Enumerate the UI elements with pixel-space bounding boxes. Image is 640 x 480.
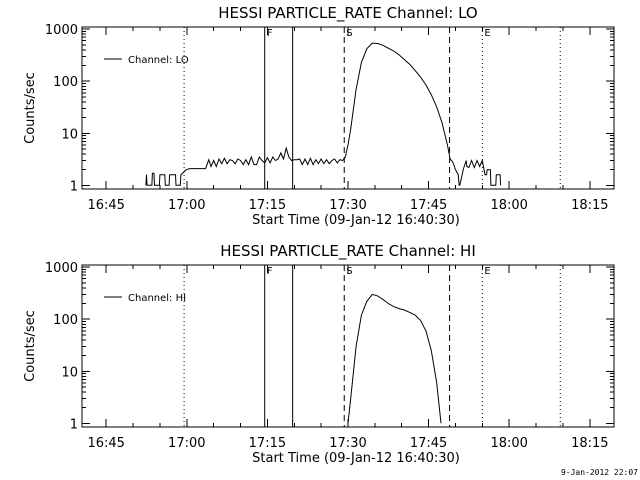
panel-2-xtick-label: 17:45 xyxy=(410,436,447,451)
panel-2-ytick-label: 10 xyxy=(61,365,78,380)
panel-1-ytick-label: 1 xyxy=(70,179,78,194)
panel-1-ylabel: Counts/sec xyxy=(23,72,38,144)
panel-2-xtick-label: 16:45 xyxy=(87,436,124,451)
panel-2-xtick-label: 18:00 xyxy=(490,436,527,451)
panel-1-xtick-label: 17:45 xyxy=(410,198,447,213)
panel-1-xtick-label: 17:00 xyxy=(168,198,205,213)
panel-2-ytick-label: 100 xyxy=(53,313,78,328)
panel-1-legend-label: Channel: LO xyxy=(128,55,189,66)
panel-1-xtick-label: 16:45 xyxy=(87,198,124,213)
panel-1-marker-label: S xyxy=(346,28,352,39)
panel-2-xtick-label: 17:00 xyxy=(168,436,205,451)
panel-2-marker-label: S xyxy=(346,266,352,277)
panel-2-series-line xyxy=(347,293,442,424)
panel-1-xtick-label: 18:00 xyxy=(490,198,527,213)
panel-1-ytick-label: 1000 xyxy=(45,23,78,38)
timestamp: 9-Jan-2012 22:07 xyxy=(561,468,638,477)
panel-2-marker-label: E xyxy=(484,266,490,277)
panel-1-xtick-label: 17:30 xyxy=(329,198,366,213)
panel-2-marker-label: F xyxy=(267,266,273,277)
panel-1-ytick-label: 10 xyxy=(61,127,78,142)
panel-1-xlabel: Start Time (09-Jan-12 16:40:30) xyxy=(252,213,460,228)
panel-2-plot-frame xyxy=(81,264,615,428)
panel-2-xlabel: Start Time (09-Jan-12 16:40:30) xyxy=(252,451,460,466)
panel-2-xtick-label: 17:15 xyxy=(249,436,286,451)
panel-2-title: HESSI PARTICLE_RATE Channel: HI xyxy=(220,242,476,261)
panel-1-xtick-label: 18:15 xyxy=(571,198,608,213)
panel-1-marker-label: F xyxy=(267,28,273,39)
panel-1-ytick-label: 100 xyxy=(53,75,78,90)
panel-2-xtick-label: 17:30 xyxy=(329,436,366,451)
panel-2-ytick-label: 1000 xyxy=(45,261,78,276)
panel-1-title: HESSI PARTICLE_RATE Channel: LO xyxy=(218,4,477,23)
panel-1-plot-frame xyxy=(81,26,615,190)
panel-1-series-line xyxy=(145,42,502,186)
panel-1-xtick-label: 17:15 xyxy=(249,198,286,213)
panel-2-legend-label: Channel: HI xyxy=(128,293,186,304)
panel-1-marker-label: E xyxy=(484,28,490,39)
panel-2-ylabel: Counts/sec xyxy=(23,310,38,382)
panel-2-xtick-label: 18:15 xyxy=(571,436,608,451)
panel-2-ytick-label: 1 xyxy=(70,417,78,432)
